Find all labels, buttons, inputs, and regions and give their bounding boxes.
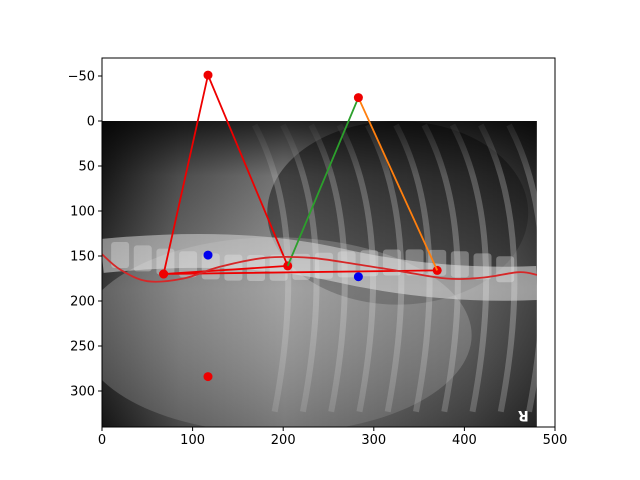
series-4-point-1 [353,272,363,282]
axes-frame [101,57,556,428]
series-0-point-3 [159,269,169,279]
y-tick-label: −50 [68,70,95,85]
y-tick-label: 150 [70,250,95,265]
series-line-2 [357,97,439,271]
series-curve-5 [101,253,538,283]
radiograph-marker: R [518,407,529,423]
series-3-point-0 [353,93,363,103]
y-tick-label: 0 [87,115,95,130]
y-tick-label: 200 [70,295,95,310]
x-tick-label: 500 [543,433,568,448]
series-0-point-1 [203,70,213,80]
series-3-point-1 [203,372,213,382]
y-tick-label: 300 [70,385,95,400]
radiograph-image: R [102,121,537,427]
y-axis: −50 0 50 100 150 200 250 300 [68,70,102,400]
x-tick-label: 200 [271,433,296,448]
y-tick-label: 50 [78,160,95,175]
x-axis: 0 100 200 300 400 500 [98,427,568,448]
x-tick-label: 300 [361,433,386,448]
x-tick-label: 400 [452,433,477,448]
x-tick-label: 0 [98,433,106,448]
series-4-point-0 [203,250,213,260]
y-tick-label: 100 [70,205,95,220]
x-tick-label: 100 [180,433,205,448]
series-line-1 [286,97,360,267]
y-tick-label: 250 [70,340,95,355]
series-layer [101,70,538,382]
